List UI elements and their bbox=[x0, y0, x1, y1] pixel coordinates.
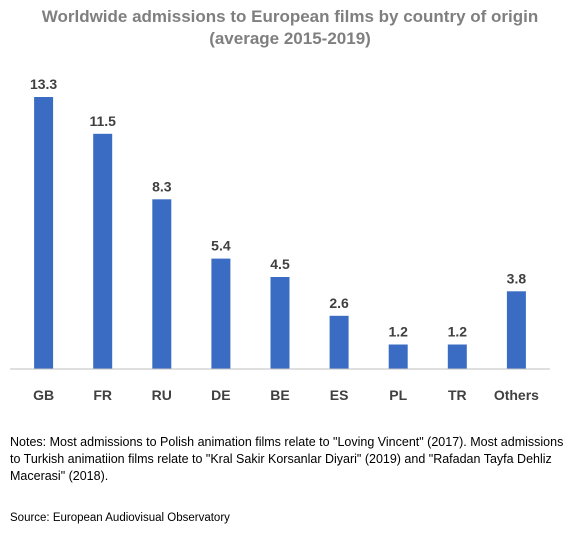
chart-title-line-2: (average 2015-2019) bbox=[209, 29, 371, 48]
bar-ru bbox=[152, 199, 172, 369]
bar-fr bbox=[93, 133, 113, 369]
bar-be bbox=[270, 277, 290, 369]
chart-title-line-1: Worldwide admissions to European films b… bbox=[41, 7, 539, 26]
category-label-gb: GB bbox=[33, 387, 54, 403]
value-label-be: 4.5 bbox=[270, 256, 290, 272]
category-label-others: Others bbox=[494, 387, 539, 403]
value-label-de: 5.4 bbox=[211, 238, 231, 254]
chart-notes: Notes: Most admissions to Polish animati… bbox=[10, 435, 564, 483]
value-label-gb: 13.3 bbox=[30, 76, 57, 92]
category-label-be: BE bbox=[270, 387, 289, 403]
chart-title: Worldwide admissions to European films b… bbox=[0, 6, 580, 50]
value-label-es: 2.6 bbox=[329, 295, 349, 311]
category-label-pl: PL bbox=[389, 387, 407, 403]
value-label-pl: 1.2 bbox=[388, 324, 408, 340]
category-label-es: ES bbox=[330, 387, 349, 403]
chart-source: Source: European Audiovisual Observatory bbox=[10, 512, 230, 524]
value-label-tr: 1.2 bbox=[448, 324, 468, 340]
bar-es bbox=[329, 315, 349, 369]
category-label-ru: RU bbox=[152, 387, 172, 403]
category-label-fr: FR bbox=[93, 387, 112, 403]
bar-de bbox=[211, 258, 231, 369]
bar-tr bbox=[447, 344, 467, 369]
bar-gb bbox=[34, 97, 54, 369]
bar-pl bbox=[388, 344, 408, 369]
bar-others bbox=[506, 291, 526, 369]
bar-chart: 13.3 GB 11.5 FR 8.3 RU 5.4 DE 4.5 BE 2.6 ES 1.2 PL 1.2… bbox=[10, 76, 550, 403]
value-label-ru: 8.3 bbox=[152, 178, 172, 194]
category-label-de: DE bbox=[211, 387, 230, 403]
value-label-others: 3.8 bbox=[507, 270, 527, 286]
value-label-fr: 11.5 bbox=[89, 113, 116, 129]
category-label-tr: TR bbox=[448, 387, 467, 403]
